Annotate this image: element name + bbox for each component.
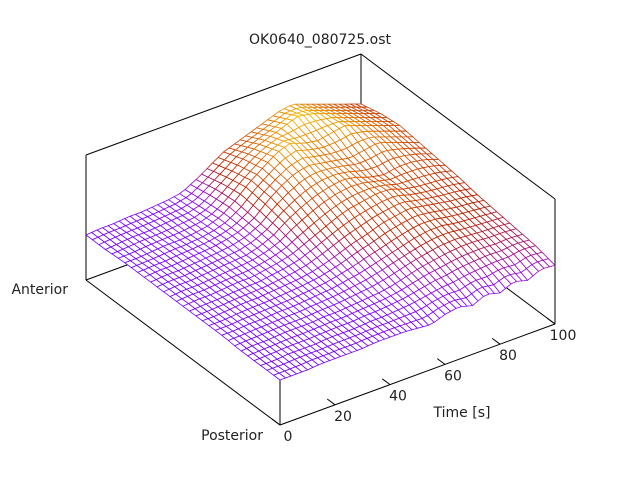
surface-cell [273, 372, 286, 381]
box-edge [360, 53, 556, 200]
x-tick-label: 0 [284, 429, 293, 445]
x-axis-label: Time [s] [433, 405, 491, 421]
y-tick-label-posterior: Posterior [201, 428, 263, 444]
x-tick-label: 20 [334, 409, 352, 425]
x-tick-label: 80 [499, 348, 517, 364]
x-tick-mark [326, 398, 336, 406]
y-tick-label-anterior: Anterior [11, 282, 68, 298]
x-tick-mark [491, 337, 501, 345]
x-tick-label: 100 [550, 328, 577, 344]
surface-mesh [85, 103, 556, 381]
x-tick-mark [381, 378, 391, 386]
x-tick-mark [271, 418, 281, 426]
x-tick-mark [436, 358, 446, 365]
time-axis-line [279, 323, 556, 426]
axes: 0 20 40 60 80 100 [271, 317, 577, 445]
box-edge [85, 53, 362, 156]
box-edge [85, 279, 281, 426]
x-tick-label: 40 [389, 389, 407, 405]
x-tick-mark [546, 317, 556, 325]
chart-title: OK0640_080725.ost [249, 32, 392, 48]
x-tick-label: 60 [444, 368, 462, 384]
